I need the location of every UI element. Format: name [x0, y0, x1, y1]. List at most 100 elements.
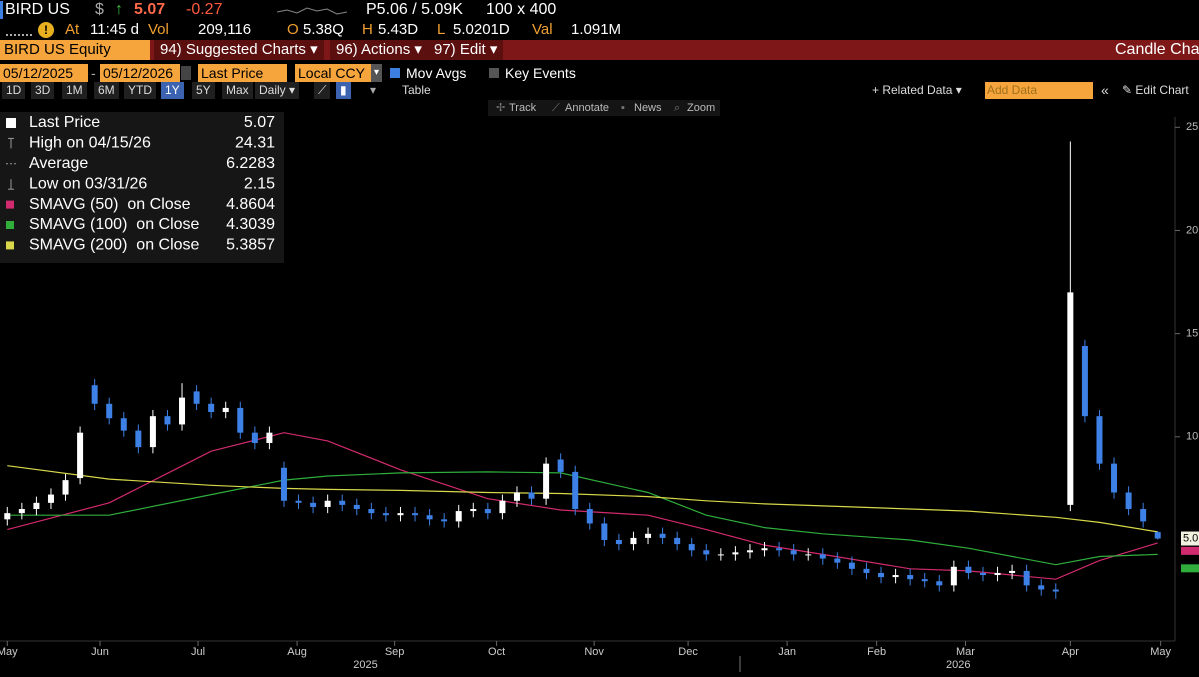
candle-body	[455, 511, 462, 522]
candle-body	[368, 509, 375, 514]
last-price: 5.07	[134, 1, 166, 18]
tool-button[interactable]: Zoom	[687, 102, 716, 114]
quote-value: 5.43D	[378, 21, 419, 38]
range-button[interactable]: 5Y	[192, 82, 215, 99]
tool-icon[interactable]: ✢	[496, 102, 506, 114]
candle-body	[1009, 570, 1016, 573]
actions-menu[interactable]: 96) Actions ▾	[330, 40, 428, 60]
candle-body	[732, 552, 739, 555]
candle-body	[324, 500, 331, 507]
currency-select[interactable]: Local CCY	[295, 64, 373, 82]
candle-body	[470, 509, 477, 512]
candle-body	[426, 515, 433, 520]
x-tick-label: Jul	[191, 646, 205, 658]
checkbox-checked[interactable]	[390, 68, 400, 78]
candle-body	[645, 533, 652, 538]
x-tick-label: Mar	[956, 646, 975, 658]
x-tick-label: Jun	[91, 646, 109, 658]
moving-average	[7, 465, 1158, 533]
legend-value: 5.07	[244, 114, 275, 131]
bid-ask: P5.06 / 5.09K	[366, 1, 463, 18]
candle-body	[91, 385, 98, 404]
x-tick-label: Nov	[584, 646, 604, 658]
candle-body	[513, 492, 520, 501]
chart-kind: Candle Char	[1115, 41, 1199, 58]
ma-tag	[1181, 564, 1199, 573]
range-button[interactable]: 3D	[31, 82, 55, 99]
candle-body	[149, 416, 156, 448]
candle-body	[1038, 585, 1045, 590]
range-button[interactable]: 1M	[62, 82, 87, 99]
y-tick-label: 25	[1186, 121, 1198, 133]
frequency-select[interactable]: Daily ▾	[255, 82, 300, 99]
legend-label: SMAVG (100) on Close	[29, 216, 200, 233]
moving-average	[7, 432, 1158, 580]
legend-label: SMAVG (200) on Close	[29, 237, 200, 254]
mov-avgs[interactable]: Mov Avgs	[406, 65, 467, 81]
line-icon[interactable]: ⟋	[314, 82, 331, 99]
quote-value: 5.0201D	[453, 21, 510, 38]
frequency: Daily	[259, 83, 286, 97]
range-button[interactable]: Max	[222, 82, 253, 99]
candle-body	[1096, 416, 1103, 464]
candle-body	[62, 480, 69, 495]
key-events[interactable]: Key Events	[505, 65, 576, 81]
candle-body	[1023, 570, 1030, 586]
price-tag-label: 5.0	[1183, 532, 1198, 544]
tool-icon[interactable]: ▪	[621, 102, 625, 114]
candle-body	[135, 430, 142, 448]
related-data[interactable]: + Related Data ▾	[872, 83, 962, 97]
alert-icon[interactable]: !	[38, 22, 54, 38]
candle-body	[339, 500, 346, 505]
tool-button[interactable]: Annotate	[565, 102, 610, 114]
candle-body	[251, 432, 258, 443]
sparkline	[276, 7, 348, 15]
calendar-icon[interactable]	[181, 66, 191, 80]
range-button[interactable]: 1Y	[161, 82, 184, 99]
suggested-charts-menu[interactable]: 94) Suggested Charts ▾	[154, 40, 324, 60]
legend-label: Average	[29, 155, 88, 172]
edit-chart[interactable]: ✎ Edit Chart	[1122, 83, 1189, 97]
candle-body	[659, 533, 666, 538]
candle-body	[208, 403, 215, 413]
quote-label: Vol	[148, 21, 169, 38]
year-label: 2025	[353, 659, 377, 671]
tool-button[interactable]: Track	[509, 102, 537, 114]
candle-body	[921, 579, 928, 582]
candle-body	[994, 572, 1001, 576]
more-arrow[interactable]: ▾	[370, 83, 377, 97]
checkbox[interactable]	[489, 68, 499, 78]
quote-label: Val	[532, 21, 553, 38]
tool-icon[interactable]: ⌕	[674, 102, 681, 114]
x-tick-label: May	[0, 646, 18, 658]
candle-body	[805, 554, 812, 556]
collapse-button[interactable]: «	[1101, 82, 1109, 98]
start-date[interactable]: 05/12/2025	[0, 64, 88, 82]
legend-label: High on 04/15/26	[29, 135, 151, 152]
range-button[interactable]: 1D	[2, 82, 26, 99]
candle-body	[936, 581, 943, 586]
edit-menu[interactable]: 97) Edit ▾	[428, 40, 504, 60]
tool-button[interactable]: News	[634, 102, 662, 114]
field-select[interactable]: Last Price	[198, 64, 287, 82]
feed-icon	[6, 28, 32, 36]
range-button[interactable]: 6M	[94, 82, 119, 99]
security-box[interactable]: BIRD US Equity	[0, 40, 150, 60]
legend-icon	[6, 118, 16, 128]
legend-value: 4.8604	[226, 196, 275, 213]
tick-arrow: ↑	[115, 1, 123, 18]
candle-body	[484, 509, 491, 514]
legend-label: SMAVG (50) on Close	[29, 196, 191, 213]
range-button[interactable]: YTD	[124, 82, 156, 99]
candle-icon[interactable]: ▮	[336, 82, 351, 99]
candle-body	[266, 432, 273, 443]
dropdown-arrow[interactable]: ▾	[371, 64, 382, 82]
candle-body	[528, 492, 535, 499]
candle-body	[1125, 492, 1132, 510]
candle-body	[33, 502, 40, 510]
tool-icon[interactable]: ⟋	[552, 102, 560, 114]
candle-body	[18, 509, 25, 514]
table-button[interactable]: Table	[402, 83, 431, 97]
add-data-input[interactable]: Add Data	[985, 82, 1093, 99]
end-date[interactable]: 05/12/2026	[100, 64, 180, 82]
